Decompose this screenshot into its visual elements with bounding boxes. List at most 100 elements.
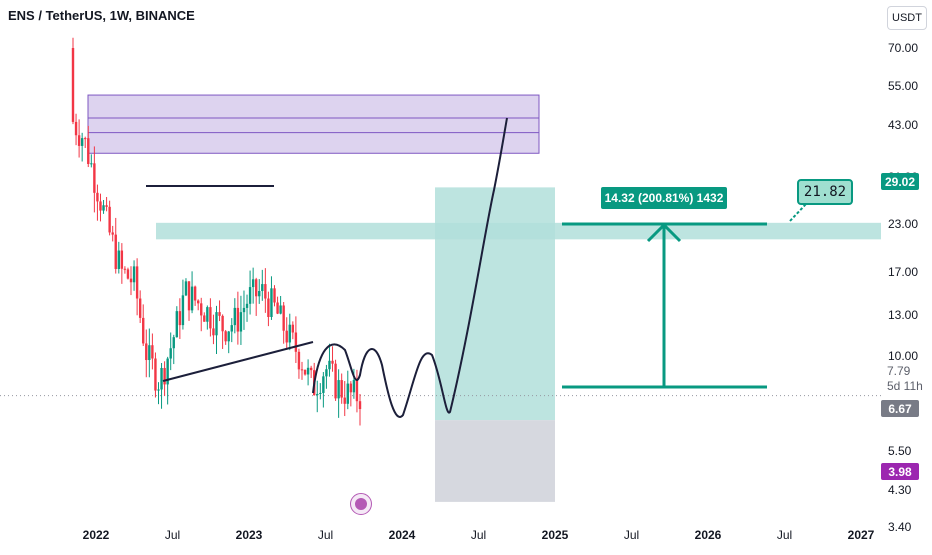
- candle-body: [175, 311, 179, 338]
- candle-body: [221, 315, 224, 332]
- candle-body: [111, 232, 114, 235]
- candle-body: [328, 360, 331, 370]
- candle-body: [340, 380, 343, 398]
- candle-body: [96, 192, 99, 202]
- candle-body: [309, 367, 313, 371]
- candle-body: [261, 284, 264, 292]
- candle-body: [135, 266, 139, 299]
- candle-body: [203, 315, 206, 322]
- candle-body: [87, 138, 90, 165]
- current-price-value: 7.79: [887, 364, 911, 378]
- candle-body: [187, 281, 191, 311]
- candle-body: [178, 311, 182, 326]
- candle-body: [80, 138, 84, 146]
- candle-body: [319, 392, 322, 394]
- time-tick-label: 2022: [82, 528, 110, 542]
- candle-body: [120, 250, 124, 269]
- time-tick-label: 2024: [388, 528, 416, 542]
- candle-body: [273, 288, 276, 303]
- time-tick-label: 2025: [541, 528, 569, 542]
- callout-pointer: [789, 203, 807, 222]
- candle-body: [325, 369, 328, 377]
- candle-body: [93, 163, 96, 193]
- candle-body: [279, 305, 282, 314]
- candle-body: [316, 393, 319, 396]
- candle-body: [236, 307, 240, 332]
- candle-body: [239, 312, 243, 332]
- measure-label[interactable]: 14.32 (200.81%) 1432: [601, 187, 727, 209]
- candle-body: [267, 298, 270, 317]
- price-tick-label: 10.00: [888, 349, 919, 364]
- currency-button[interactable]: USDT: [887, 6, 927, 30]
- candle-body: [233, 307, 237, 326]
- candle-body: [276, 302, 279, 314]
- candle-body: [358, 401, 362, 410]
- long-position-stop-zone: [435, 420, 555, 502]
- price-tick-label: 5.50: [888, 443, 912, 458]
- candle-body: [129, 278, 133, 283]
- price-tick-label: 17.00: [888, 265, 919, 280]
- candle-body: [282, 305, 285, 331]
- candle-body: [90, 163, 93, 165]
- exchange-logo-icon[interactable]: [350, 493, 372, 515]
- candle-body: [230, 325, 233, 332]
- candle-body: [331, 360, 334, 364]
- candle-body: [145, 343, 148, 361]
- measure-arrow-head: [646, 222, 682, 243]
- stop-price-badge: 3.98: [881, 463, 919, 480]
- candle-body: [193, 286, 197, 301]
- time-tick-label: 2023: [235, 528, 263, 542]
- candle-body: [285, 330, 288, 343]
- time-tick-label: Jul: [470, 528, 487, 542]
- candle-body: [148, 345, 151, 361]
- candle-body: [114, 234, 117, 269]
- candle-body: [248, 287, 252, 304]
- candle-body: [184, 281, 188, 296]
- price-callout[interactable]: 21.82: [797, 179, 853, 205]
- price-tick-label: 43.00: [888, 118, 919, 133]
- candle-body: [132, 266, 136, 283]
- candle-body: [322, 376, 325, 393]
- candle-body: [181, 295, 185, 326]
- entry-price-badge: 6.67: [881, 400, 919, 417]
- candle-body: [169, 348, 172, 359]
- price-tick-label: 3.40: [888, 519, 912, 534]
- symbol-title[interactable]: ENS / TetherUS, 1W, BINANCE: [8, 8, 195, 23]
- candle-body: [105, 205, 108, 207]
- time-tick-label: Jul: [623, 528, 640, 542]
- candle-body: [196, 300, 200, 304]
- candle-body: [166, 358, 169, 385]
- resistance-zone: [87, 94, 540, 154]
- candle-body: [206, 307, 209, 322]
- candle-body: [99, 201, 102, 211]
- candle-body: [346, 383, 349, 404]
- candle-body: [154, 358, 157, 391]
- support-trend-line: [162, 341, 314, 382]
- price-tick-label: 23.00: [888, 217, 919, 232]
- candle-body: [77, 135, 81, 146]
- candle-body: [200, 303, 203, 316]
- candle-body: [218, 312, 221, 316]
- candle-body: [270, 288, 273, 317]
- long-position-profit-zone: [435, 187, 555, 421]
- candle-body: [288, 324, 291, 343]
- candle-body: [212, 328, 215, 336]
- candle-body: [74, 121, 78, 136]
- price-tick-label: 55.00: [888, 79, 919, 94]
- current-price-countdown: 7.79 5d 11h: [881, 364, 928, 398]
- candle-body: [337, 380, 340, 399]
- time-tick-label: Jul: [317, 528, 334, 542]
- time-tick-label: Jul: [164, 528, 181, 542]
- candle-body: [297, 351, 301, 370]
- time-tick-label: 2027: [847, 528, 875, 542]
- candle-body: [303, 369, 307, 375]
- candle-body: [245, 303, 249, 308]
- candle-body: [242, 307, 246, 313]
- candle-body: [172, 337, 175, 349]
- candle-body: [126, 269, 130, 279]
- candle-body: [157, 389, 160, 391]
- candle-body: [163, 367, 166, 385]
- candle-body: [102, 205, 105, 211]
